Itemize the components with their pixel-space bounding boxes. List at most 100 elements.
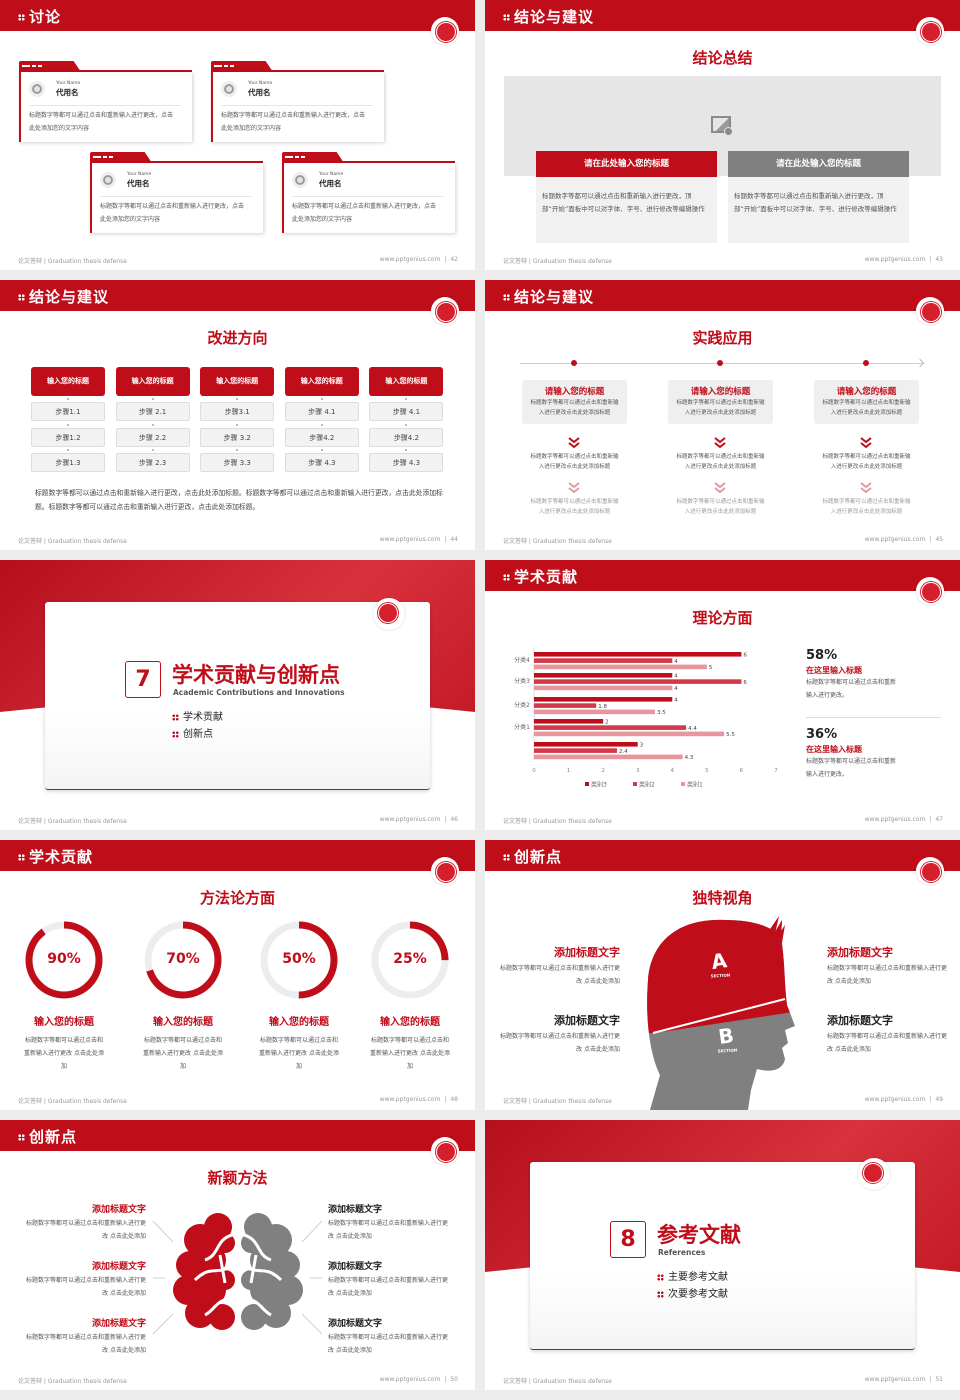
data-label: 1.8 — [598, 704, 607, 710]
plus-badge-icon — [724, 127, 733, 136]
bar-类别3 — [534, 652, 742, 657]
dots-icon — [503, 294, 510, 301]
slide-48[interactable]: 学术贡献 方法论方面 90% 输入您的标题 标题数字等都可以通过点击和重新输入进行更改 … — [0, 840, 475, 1110]
connector-lines — [0, 1120, 475, 1390]
slide-50[interactable]: 创新点 新颖方法 添加标题文字 标题数字等都可以通过点击和重新输入进行更改 点击此处添… — [0, 1120, 475, 1390]
slide-44[interactable]: 结论与建议 改进方向 输入您的标题 步骤1.1 步骤1.2 步骤1.3 输入您的标题 步骤 2… — [0, 280, 475, 550]
step-item[interactable]: 步骤 3.2 — [200, 427, 275, 447]
card-divider — [29, 105, 181, 106]
step-item[interactable]: 步骤 4.1 — [369, 402, 444, 421]
section-item-label: 主要参考文献 — [668, 1272, 728, 1283]
chevron-svg — [568, 482, 580, 494]
section-a-label: SECTION — [711, 972, 731, 978]
step-header[interactable]: 输入您的标题 — [31, 367, 105, 396]
step-header[interactable]: 输入您的标题 — [200, 367, 275, 396]
step-item[interactable]: 步骤 4.1 — [284, 402, 359, 421]
dots-icon — [503, 854, 510, 861]
chevron-svg — [568, 437, 580, 449]
block-text: 标题数字等都可以通过点击和重新输入进行更改 点击此处添加 — [328, 1277, 449, 1297]
slide-45[interactable]: 结论与建议 实践应用 请输入您的标题 标题数字等都可以通过点击和重新输入进行更改点击此… — [485, 280, 960, 550]
brain-left-lobe — [185, 1298, 215, 1328]
slide-title-text: 结论与建议 — [514, 8, 595, 26]
step-item[interactable]: 步骤4.2 — [284, 427, 359, 447]
profile-card[interactable]: Your Name 代用名 标题数字等都可以通过点击和重新输入进行更改，点击此处添加… — [211, 61, 384, 142]
page-number: 46 — [450, 816, 458, 823]
step-header[interactable]: 输入您的标题 — [115, 367, 190, 396]
brain-right-lobe — [241, 1304, 267, 1330]
footer-sep: | — [444, 1096, 447, 1103]
section-item[interactable]: 创新点 — [172, 725, 213, 740]
card-body — [211, 72, 384, 142]
step-header[interactable]: 输入您的标题 — [369, 367, 444, 396]
footer-right: www.pptgenius.com | 49 — [865, 1096, 943, 1103]
brain-right-folds — [243, 1233, 283, 1317]
slide-title-text: 结论与建议 — [514, 288, 595, 306]
block-text: 标题数字等都可以通过点击和重新输入进行更改 点击此处添加 — [500, 965, 621, 985]
card-body — [19, 72, 192, 142]
step-item[interactable]: 步骤4.2 — [369, 427, 444, 447]
slide-47[interactable]: 学术贡献 理论方面 6 4 5 分类4 4 6 4 分类3 4 1.8 3.5 分类2 2 4.4 5.5 分类1… — [485, 560, 960, 830]
card-tab — [282, 152, 344, 163]
step-item[interactable]: 步骤 3.3 — [200, 453, 275, 472]
bar-类别3 — [534, 719, 604, 724]
section-item[interactable]: 次要参考文献 — [657, 1285, 728, 1300]
card-divider — [292, 196, 444, 197]
step-item[interactable]: 步骤1.1 — [31, 402, 105, 421]
brain-left-lobe — [215, 1233, 235, 1253]
footer-site: www.pptgenius.com — [864, 1376, 926, 1383]
ring-progress — [371, 921, 449, 999]
footer-site: www.pptgenius.com — [864, 536, 926, 543]
progress-ring — [370, 920, 450, 1000]
slide-42[interactable]: 讨论 Your Name 代用名 标题数字等都可以通过点击和重新输入进行更改，点击此处… — [0, 0, 475, 270]
step-header[interactable]: 输入您的标题 — [284, 367, 359, 396]
ring-svg — [260, 921, 338, 999]
step-box — [814, 380, 919, 424]
section-item[interactable]: 学术贡献 — [172, 708, 223, 723]
step-detail: 标题数字等都可以通过点击和重新输入进行更改点击此处添加标题 — [676, 499, 765, 515]
section-number: 7 — [125, 661, 161, 698]
connector-dot — [236, 449, 239, 451]
section-item-label: 学术贡献 — [183, 712, 223, 723]
slide-51[interactable]: 8 参考文献 References 主要参考文献 次要参考文献 论文答辩 | Gradua… — [485, 1120, 960, 1390]
profile-card[interactable]: Your Name 代用名 标题数字等都可以通过点击和重新输入进行更改，点击此处添加… — [282, 152, 455, 233]
bar-类别2 — [534, 703, 597, 708]
connector-dot — [405, 423, 408, 426]
column-text: 标题数字等都可以通过点击和重新输入进行更改，顶部“开始”面板中可以对字体、字号、… — [734, 192, 897, 213]
category-label: 分类1 — [514, 723, 530, 731]
slide-43[interactable]: 结论与建议 结论总结 请在此处输入您的标题 标题数字等都可以通过点击和重新输入进行更改… — [485, 0, 960, 270]
footer-right: www.pptgenius.com | 45 — [865, 536, 943, 543]
slide-49[interactable]: 创新点 独特视角 A SECTION B SECTION 添加标题文字 标题数字等都可以通过点… — [485, 840, 960, 1110]
footer-right: www.pptgenius.com | 44 — [380, 536, 458, 543]
ring-percent: 50% — [282, 951, 316, 967]
double-chevron-down-icon — [860, 434, 872, 449]
connector-dot — [320, 449, 323, 451]
slide-46[interactable]: 7 学术贡献与创新点 Academic Contributions and Inno… — [0, 560, 475, 830]
bar-类别1 — [534, 709, 655, 715]
step-item[interactable]: 步骤3.1 — [200, 402, 275, 421]
legend-swatch — [585, 782, 589, 786]
footer-right: www.pptgenius.com | 43 — [865, 256, 943, 263]
block-title: 添加标题文字 — [91, 1262, 146, 1272]
step-item[interactable]: 步骤 4.3 — [284, 453, 359, 472]
bar-类别1 — [534, 731, 725, 737]
card-divider — [100, 196, 252, 197]
slide-title: 学术贡献 — [18, 846, 93, 867]
slide-title: 结论与建议 — [503, 6, 594, 27]
step-item[interactable]: 步骤 2.1 — [115, 402, 190, 421]
step-item[interactable]: 步骤 2.2 — [115, 427, 190, 447]
step-item[interactable]: 步骤 2.3 — [115, 453, 190, 472]
data-label: 6 — [743, 653, 747, 659]
profile-card[interactable]: Your Name 代用名 标题数字等都可以通过点击和重新输入进行更改，点击此处添加… — [90, 152, 263, 233]
progress-ring — [24, 920, 104, 1000]
step-detail: 标题数字等都可以通过点击和重新输入进行更改点击此处添加标题 — [530, 499, 619, 515]
double-chevron-down-icon — [714, 434, 726, 449]
section-item[interactable]: 主要参考文献 — [657, 1268, 728, 1283]
column-title: 请在此处输入您的标题 — [728, 151, 909, 177]
step-item[interactable]: 步骤1.3 — [31, 453, 105, 472]
step-item[interactable]: 步骤1.2 — [31, 427, 105, 447]
step-item[interactable]: 步骤 4.3 — [369, 453, 444, 472]
step-text: 标题数字等都可以通过点击和重新输入进行更改点击此处添加标题 — [530, 400, 619, 416]
section-number: 8 — [610, 1221, 646, 1258]
profile-card[interactable]: Your Name 代用名 标题数字等都可以通过点击和重新输入进行更改，点击此处添加… — [19, 61, 192, 142]
